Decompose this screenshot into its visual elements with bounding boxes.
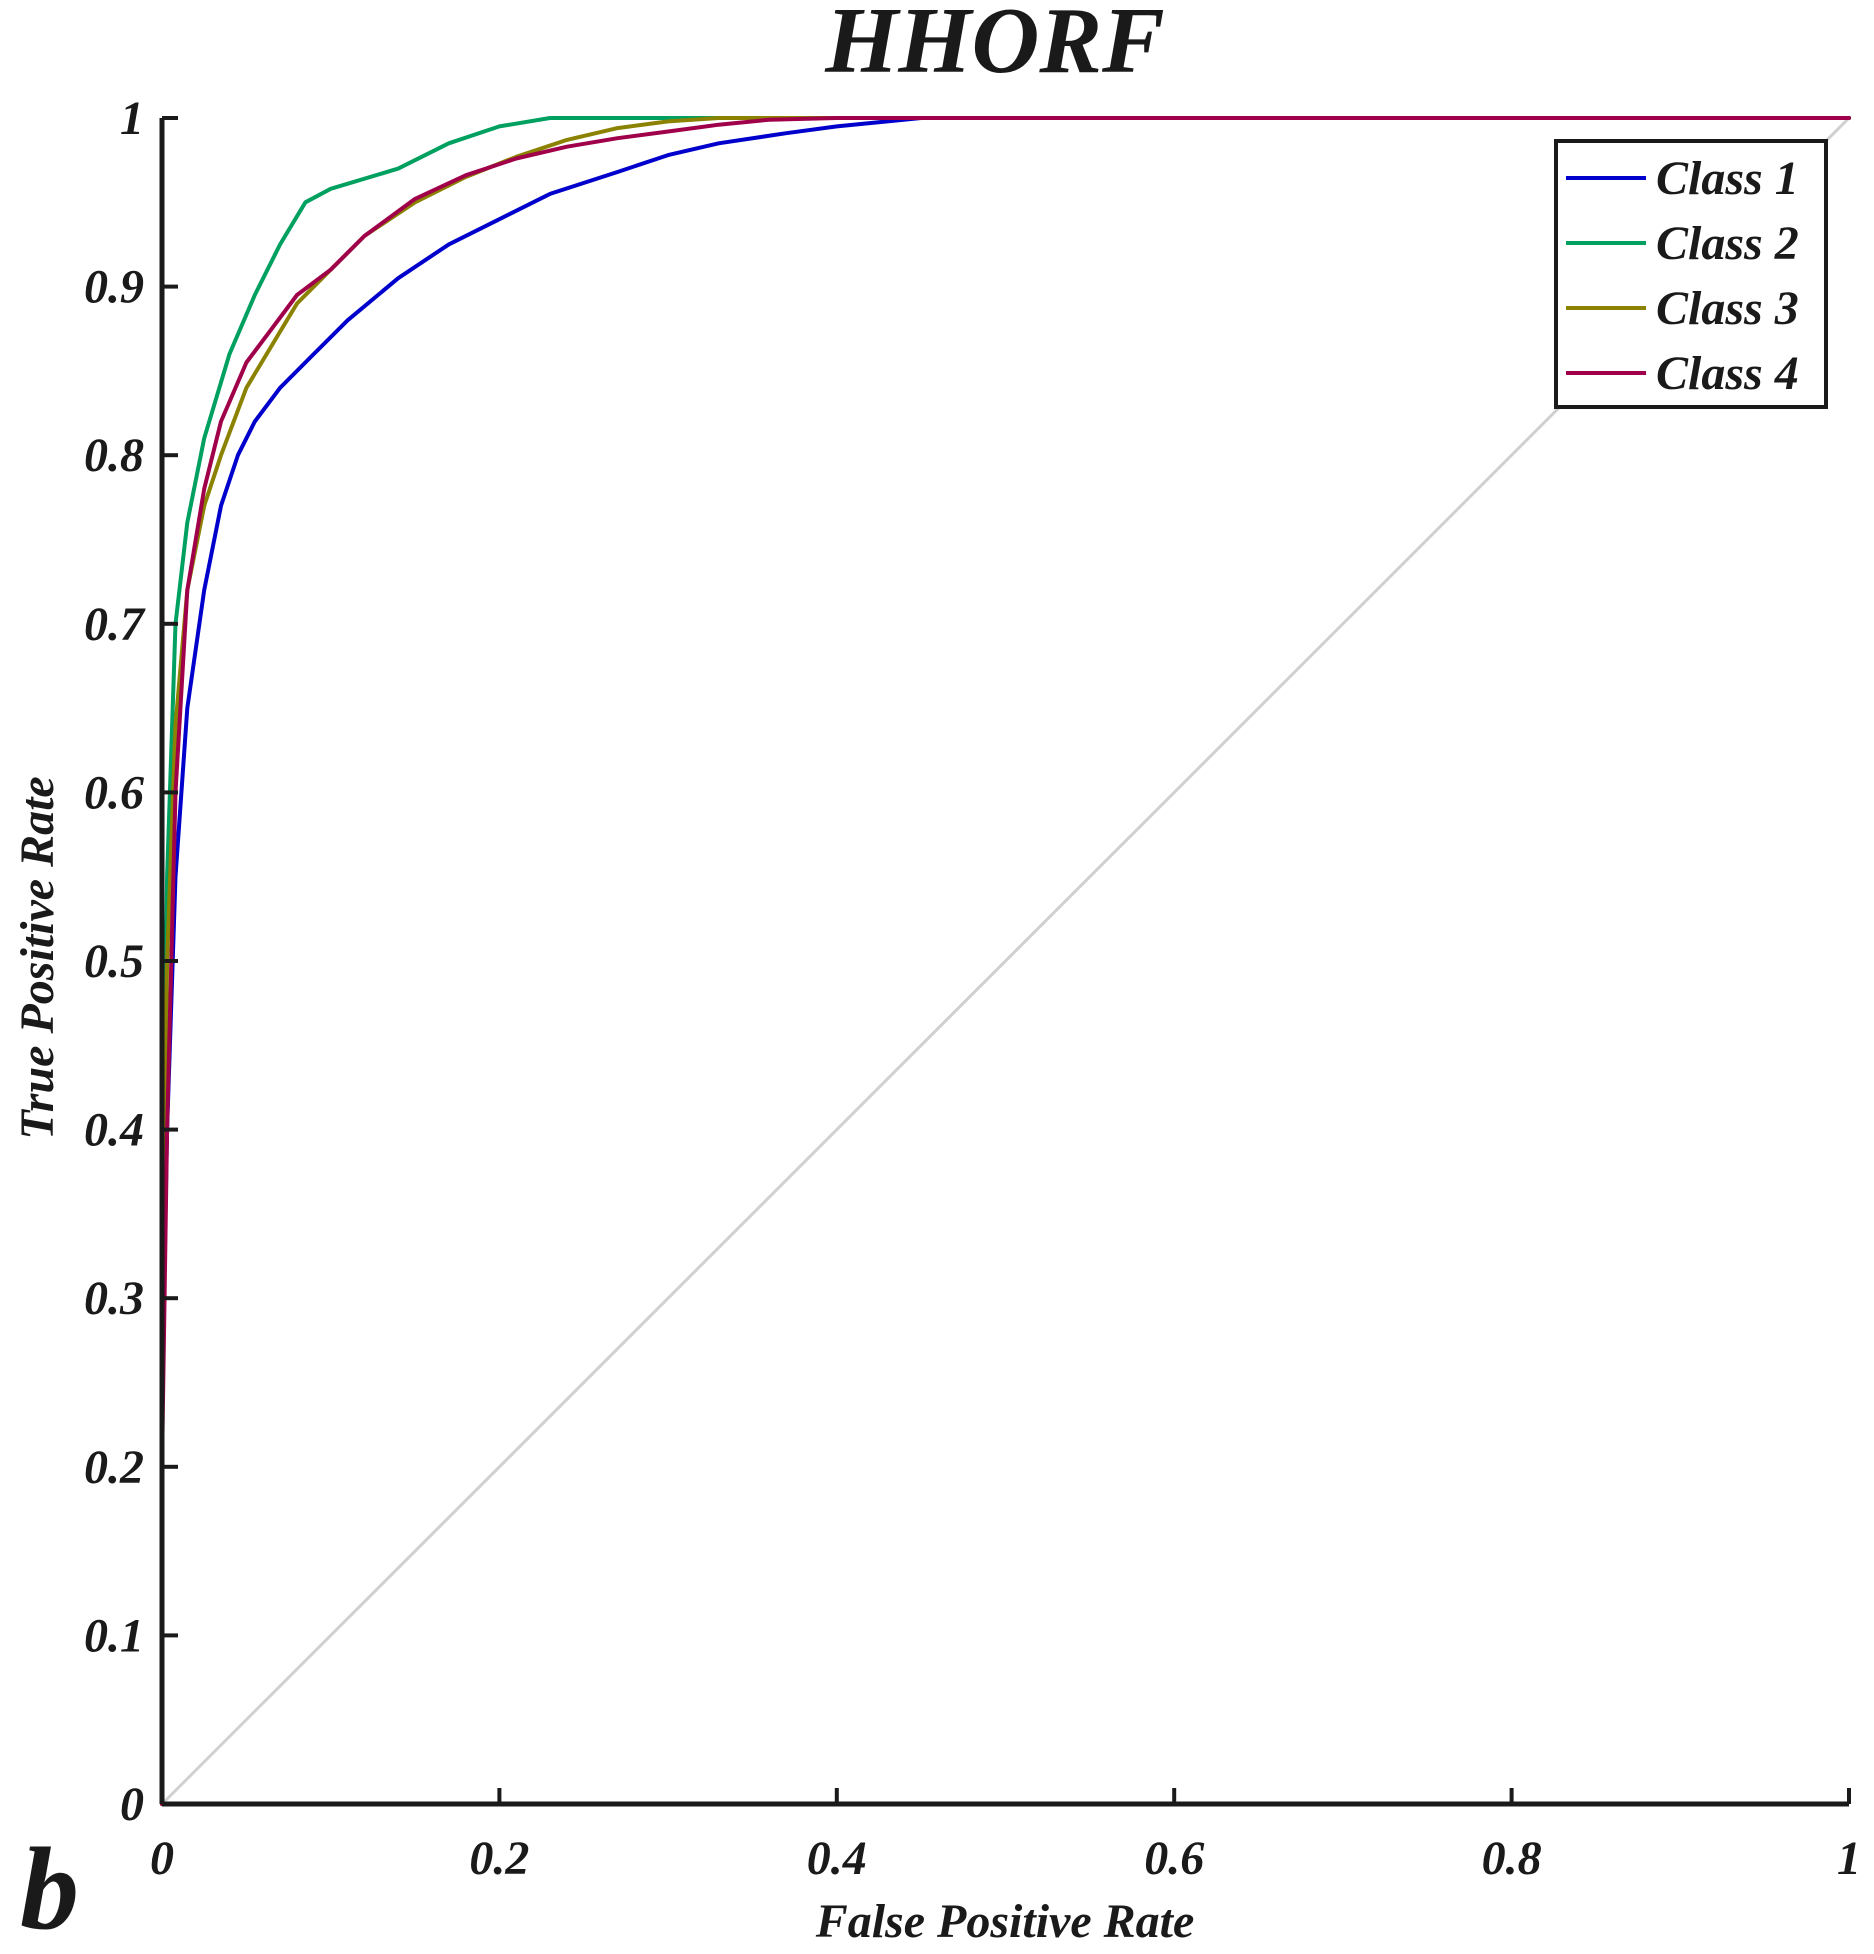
x-axis-label: False Positive Rate bbox=[815, 1895, 1195, 1948]
y-tick-label: 0.4 bbox=[84, 1104, 144, 1157]
x-tick-label: 1 bbox=[1837, 1832, 1861, 1885]
x-tick-label: 0.8 bbox=[1482, 1832, 1542, 1885]
x-tick-label: 0.4 bbox=[807, 1832, 867, 1885]
series-layer bbox=[160, 116, 1851, 1806]
y-tick-layer: 0 0.1 0.2 0.3 0.4 0.5 0.6 0.7 0.8 0.9 1 bbox=[84, 92, 178, 1831]
legend-label-class-1: Class 1 bbox=[1656, 152, 1799, 205]
y-tick-label: 0.5 bbox=[84, 935, 144, 988]
legend-box bbox=[1554, 139, 1828, 409]
chart-title: HHORF bbox=[824, 0, 1165, 93]
y-tick-label: 0.9 bbox=[84, 261, 144, 314]
y-tick-label: 0.8 bbox=[84, 429, 144, 482]
y-tick-label: 0 bbox=[120, 1778, 144, 1831]
series-line-class-4 bbox=[160, 116, 1851, 1806]
x-tick-layer: 0 0.2 0.4 0.6 0.8 1 bbox=[150, 1788, 1861, 1885]
legend-label-class-4: Class 4 bbox=[1656, 347, 1799, 400]
series-line-class-2 bbox=[160, 116, 1851, 1806]
y-tick-label: 0.3 bbox=[84, 1272, 144, 1325]
x-tick-label: 0 bbox=[150, 1832, 174, 1885]
x-tick-label: 0.2 bbox=[469, 1832, 529, 1885]
x-tick-label: 0.6 bbox=[1144, 1832, 1204, 1885]
series-line-class-1 bbox=[160, 116, 1851, 1806]
y-tick-label: 0.7 bbox=[84, 598, 146, 651]
y-tick-label: 0.2 bbox=[84, 1441, 144, 1494]
y-tick-label: 1 bbox=[120, 92, 144, 145]
legend-label-class-3: Class 3 bbox=[1656, 282, 1799, 335]
panel-label: b bbox=[20, 1823, 79, 1954]
y-axis-label: True Positive Rate bbox=[11, 776, 64, 1140]
legend: Class 1 Class 2 Class 3 Class 4 bbox=[1554, 139, 1828, 409]
y-tick-label: 0.1 bbox=[84, 1609, 144, 1662]
legend-label-class-2: Class 2 bbox=[1656, 217, 1799, 270]
y-tick-label: 0.6 bbox=[84, 766, 144, 819]
